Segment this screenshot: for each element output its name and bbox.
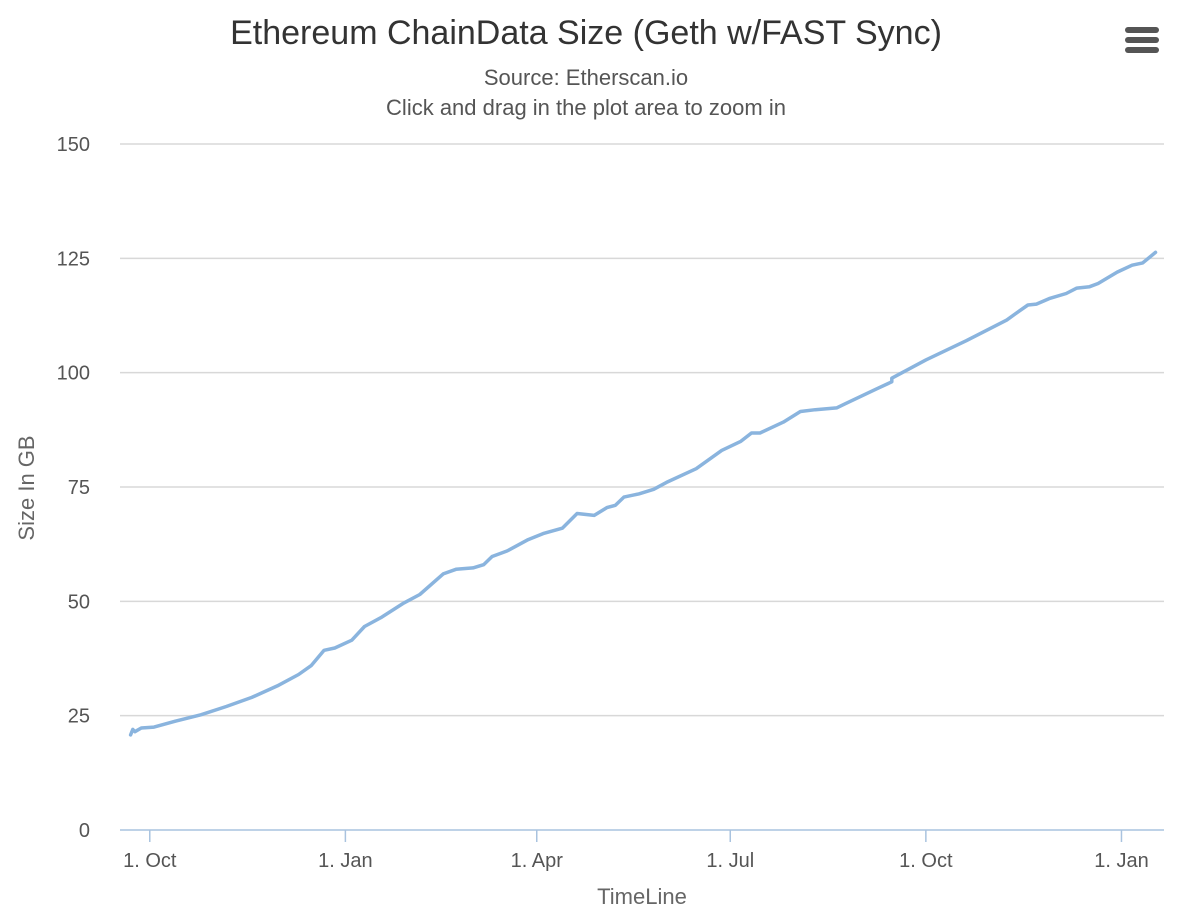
y-tick-label: 50 [68,591,90,613]
x-tick-label: 1. Oct [123,850,177,872]
x-tick-label: 1. Apr [511,850,564,872]
plot-area[interactable] [128,250,1158,737]
y-tick-label: 150 [57,134,90,156]
y-tick-label: 75 [68,477,90,499]
x-tick-label: 1. Jul [706,850,754,872]
chart-zoom-hint: Click and drag in the plot area to zoom … [386,95,786,120]
menu-bar-icon [1125,27,1159,33]
y-axis-ticks: 0 25 50 75 100 125 150 [57,134,90,842]
y-tick-label: 25 [68,706,90,728]
menu-bar-icon [1125,47,1159,53]
y-axis-title: Size In GB [14,435,39,540]
x-tick-label: 1. Jan [318,850,372,872]
menu-bar-icon [1125,37,1159,43]
y-gridlines [120,143,1164,717]
chart-subtitle: Source: Etherscan.io [484,65,688,90]
export-menu-button[interactable] [1118,20,1166,60]
y-tick-label: 100 [57,363,90,385]
x-axis-title: TimeLine [597,884,687,909]
y-tick-label: 125 [57,248,90,270]
x-tick-label: 1. Jan [1094,850,1148,872]
x-tick-label: 1. Oct [899,850,953,872]
y-tick-label: 0 [79,820,90,842]
chart-title: Ethereum ChainData Size (Geth w/FAST Syn… [230,14,942,52]
x-axis-ticks: 1. Oct 1. Jan 1. Apr 1. Jul 1. Oct 1. Jan [123,830,1149,872]
series-line[interactable] [128,250,1158,737]
